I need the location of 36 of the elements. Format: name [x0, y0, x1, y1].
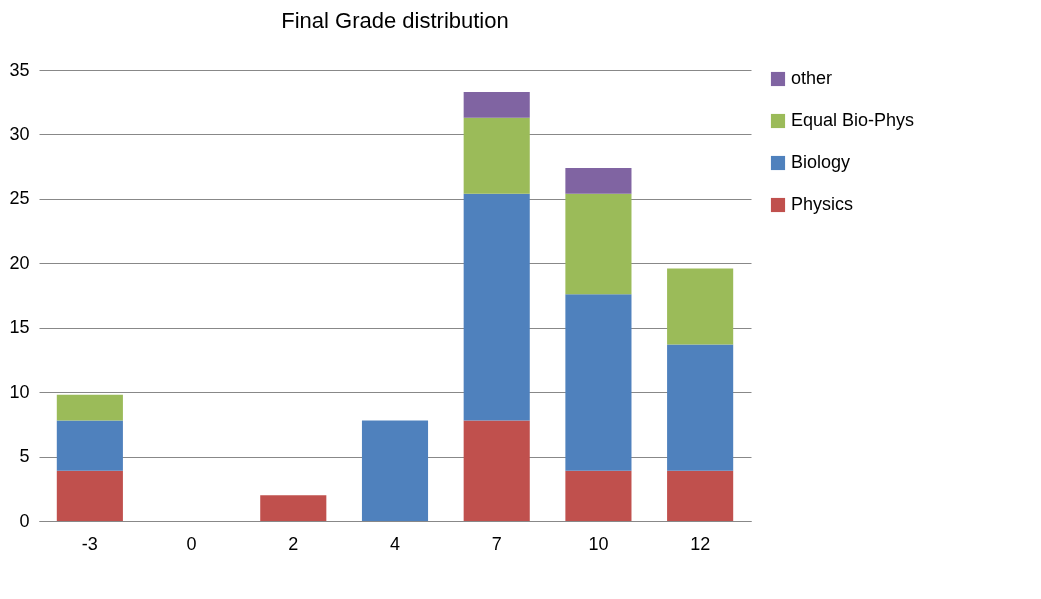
y-tick-label: 25: [9, 188, 30, 209]
y-tick-label: 15: [9, 317, 30, 338]
y-tick-label: 10: [9, 381, 30, 402]
x-tick-label: 7: [491, 533, 502, 554]
legend-label: Physics: [791, 194, 854, 214]
legend-label: Equal Bio-Phys: [791, 110, 915, 130]
bar: [667, 268, 734, 345]
x-tick-label: -3: [81, 533, 98, 554]
bar: [56, 420, 123, 471]
bar: [463, 193, 530, 421]
bar: [463, 91, 530, 118]
bar: [463, 117, 530, 194]
bar: [667, 470, 734, 521]
legend-label: other: [791, 68, 833, 88]
chart-title: Final Grade distribution: [281, 8, 509, 33]
y-tick-label: 5: [19, 446, 30, 467]
x-tick-label: 0: [186, 533, 197, 554]
bar: [463, 420, 530, 521]
y-tick-label: 30: [9, 123, 30, 144]
x-tick-label: 12: [690, 533, 711, 554]
y-tick-label: 0: [19, 510, 30, 531]
x-tick-label: 4: [389, 533, 401, 554]
x-tick-label: 10: [588, 533, 609, 554]
bar: [565, 470, 632, 521]
bar: [565, 294, 632, 471]
bar: [56, 470, 123, 521]
y-tick-label: 20: [9, 252, 30, 273]
legend-label: Biology: [791, 152, 851, 172]
x-tick-label: 2: [288, 533, 299, 554]
bar: [260, 495, 327, 521]
bar: [361, 420, 429, 521]
bar: [56, 394, 123, 421]
y-tick-label: 35: [9, 59, 30, 80]
bar: [565, 193, 632, 295]
bar: [667, 344, 734, 471]
bar: [565, 167, 632, 194]
